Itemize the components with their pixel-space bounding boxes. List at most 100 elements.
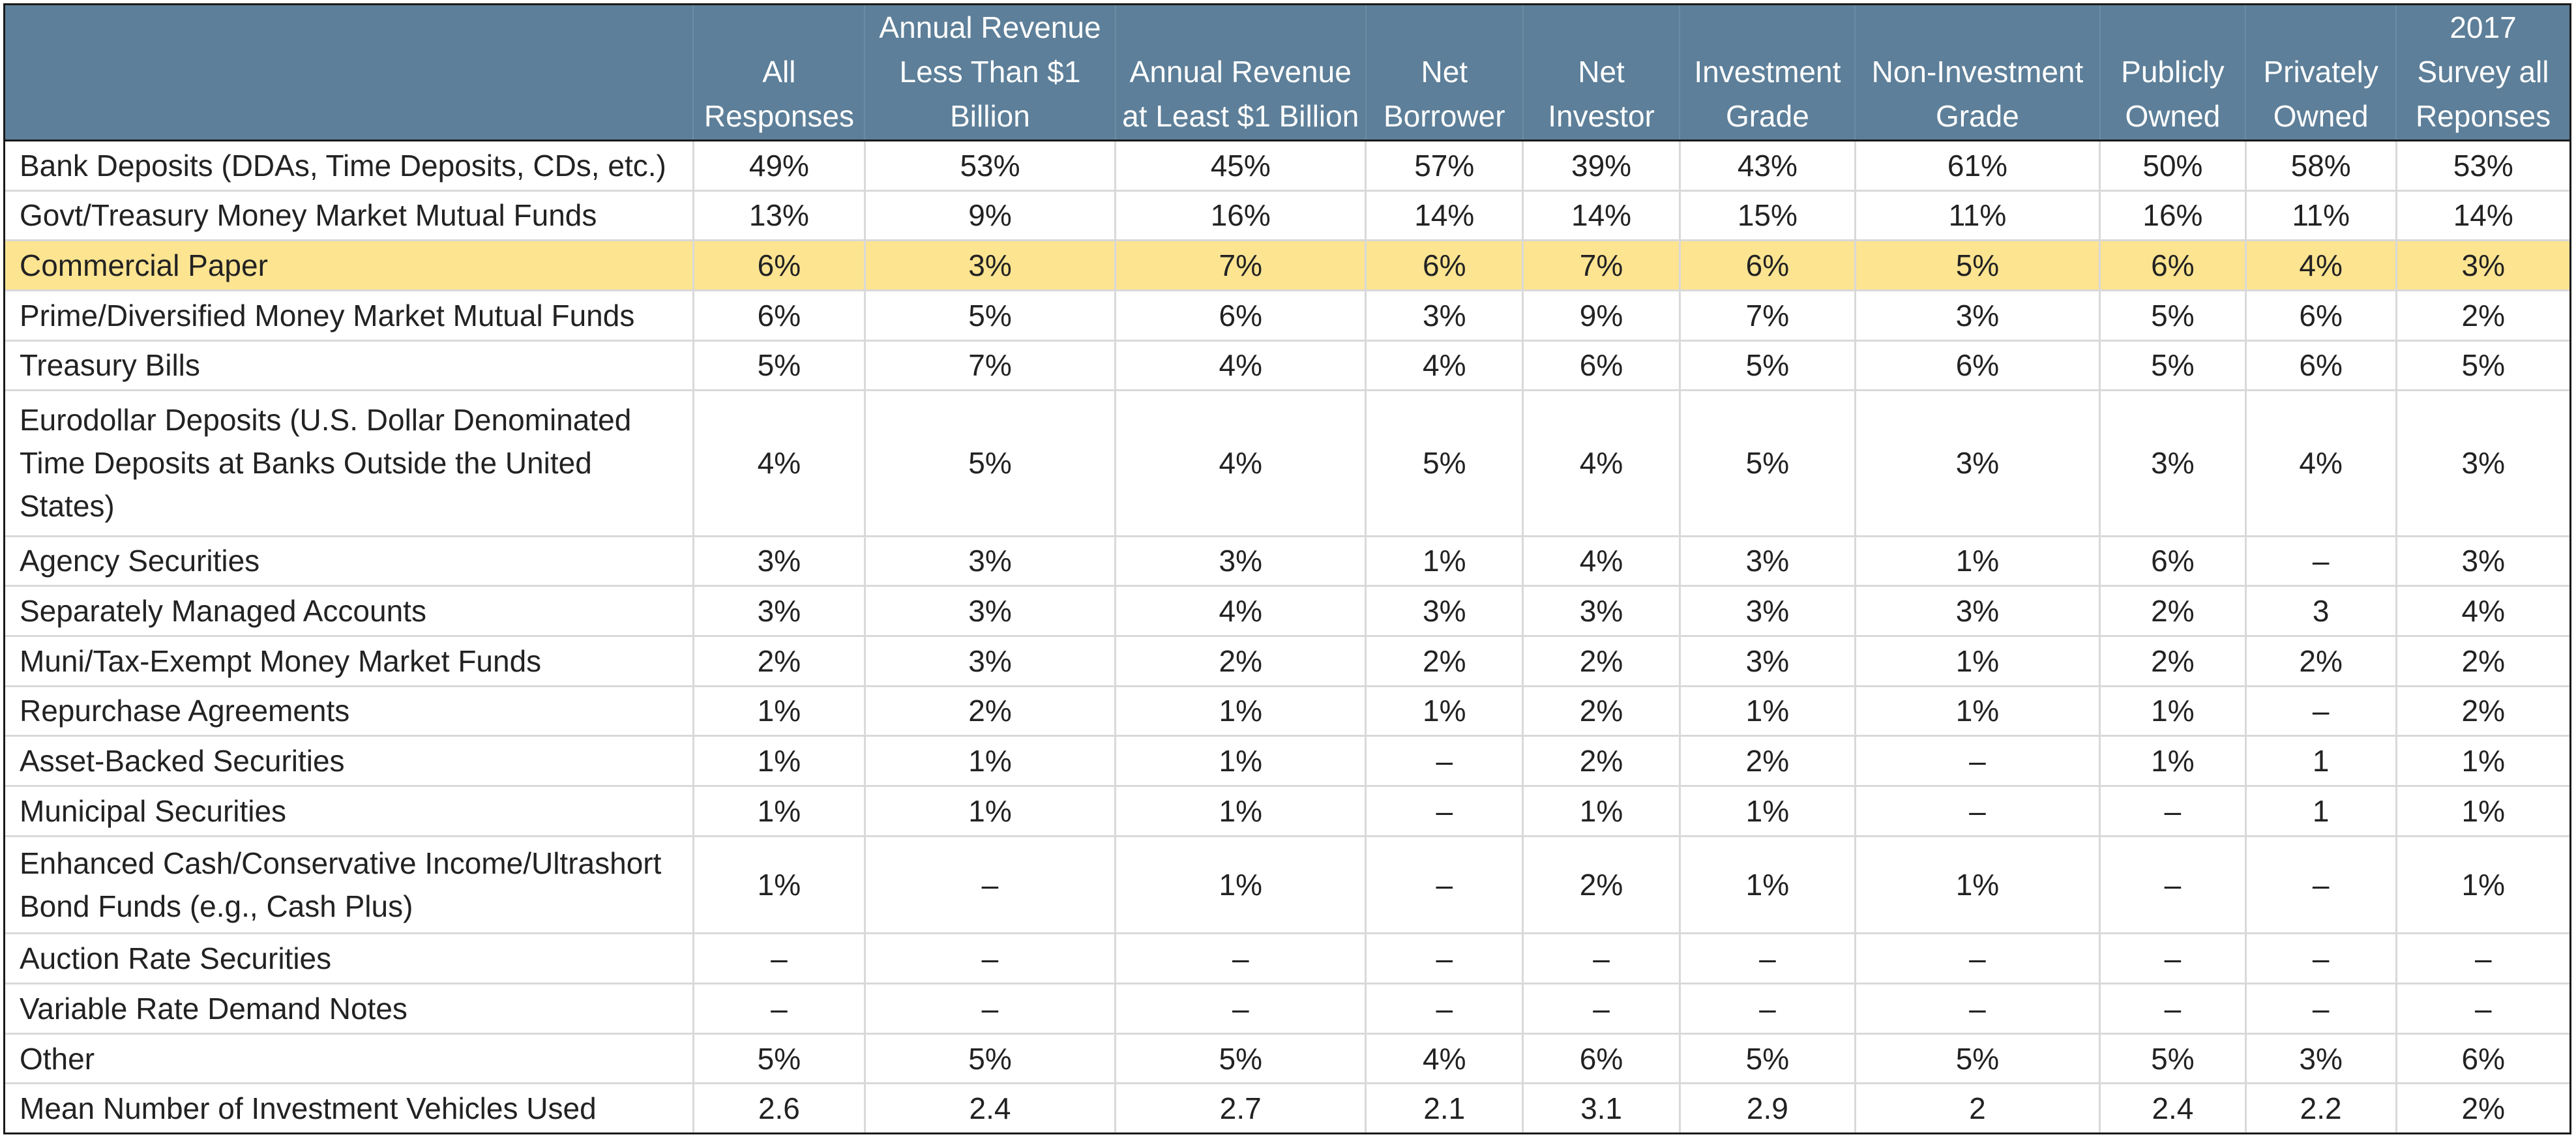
table-cell: – <box>2244 933 2397 985</box>
table-cell: 39% <box>1522 140 1680 192</box>
table-cell: 3% <box>1854 290 2100 342</box>
table-cell: 6% <box>2395 1033 2569 1085</box>
table-cell: 5% <box>863 290 1116 342</box>
table-cell: 3% <box>2395 240 2569 291</box>
table-cell: 1% <box>692 836 865 935</box>
table-cell: 3% <box>1678 636 1856 687</box>
table-cell: 2% <box>1522 636 1680 687</box>
column-header: Annual Revenue Less Than $1 Billion <box>864 5 1116 141</box>
table-cell: – <box>2395 933 2569 985</box>
table-cell: – <box>2099 836 2246 935</box>
table-body: Bank Deposits (DDAs, Time Deposits, CDs,… <box>5 140 2569 1132</box>
table-cell: 5% <box>1854 240 2100 291</box>
table-cell: 9% <box>863 190 1116 242</box>
table-cell: 4% <box>1114 585 1366 637</box>
table-cell: 1% <box>692 786 865 837</box>
table-cell: 14% <box>1522 190 1680 242</box>
table-cell: – <box>2244 536 2397 587</box>
table-cell: 6% <box>1522 340 1680 392</box>
table-cell: 7% <box>1678 290 1856 342</box>
table-frame: All Responses Annual Revenue Less Than $1… <box>3 3 2571 1134</box>
table-cell: 7% <box>1522 240 1680 291</box>
table-cell: – <box>1365 735 1523 787</box>
table-cell: 2% <box>692 636 865 687</box>
table-cell: 2% <box>2395 1083 2569 1132</box>
table-cell: 5% <box>863 1033 1116 1085</box>
table-cell: 2.4 <box>2099 1083 2246 1132</box>
table-row: Prime/Diversified Money Market Mutual Fu… <box>5 290 2569 342</box>
column-header: Publicly Owned <box>2099 5 2246 141</box>
table-cell: 6% <box>2244 340 2397 392</box>
table-cell: – <box>863 933 1116 985</box>
table-cell: 1% <box>863 786 1116 837</box>
column-header: Non-Investment Grade <box>1854 5 2100 141</box>
table-cell: 4% <box>1365 340 1523 392</box>
table-cell: 2.9 <box>1678 1083 1856 1132</box>
table-cell: – <box>1522 933 1680 985</box>
table-cell: 1% <box>1678 836 1856 935</box>
table-cell: 2.2 <box>2244 1083 2397 1132</box>
table-cell: 1% <box>1678 686 1856 737</box>
table-cell: 5% <box>1365 390 1523 537</box>
table-cell: 2% <box>2395 290 2569 342</box>
table-cell: 3% <box>1854 390 2100 537</box>
table-row: Asset-Backed Securities 1% 1% 1% –2% 2% –1% 1 1% <box>5 735 2569 787</box>
row-label: Other <box>5 1033 694 1085</box>
table-cell: 1% <box>1522 786 1680 837</box>
table-cell: 2% <box>2099 585 2246 637</box>
row-label: Agency Securities <box>5 536 694 587</box>
column-header: Net Borrower <box>1365 5 1523 141</box>
row-label: Bank Deposits (DDAs, Time Deposits, CDs,… <box>5 140 694 192</box>
table-cell: 5% <box>1678 390 1856 537</box>
table-cell: 3% <box>1365 585 1523 637</box>
table-cell: 6% <box>1522 1033 1680 1085</box>
table-cell: 5% <box>2099 340 2246 392</box>
column-header: Net Investor <box>1522 5 1680 141</box>
table-row: Variable Rate Demand Notes – – – – – – – – – – <box>5 983 2569 1035</box>
table-cell: 16% <box>1114 190 1366 242</box>
table-cell: 2% <box>1365 636 1523 687</box>
table-cell: 2% <box>1522 735 1680 787</box>
table-row: Commercial Paper 6% 3% 7% 6% 7% 6% 5% 6% 4% 3% <box>5 240 2569 291</box>
table-cell: 2% <box>1522 836 1680 935</box>
table-cell: – <box>1678 933 1856 985</box>
table-cell: 58% <box>2244 140 2397 192</box>
table-cell: 16% <box>2099 190 2246 242</box>
table-cell: – <box>2395 983 2569 1035</box>
table-cell: 2.1 <box>1365 1083 1523 1132</box>
table-cell: 1% <box>1365 686 1523 737</box>
row-label: Govt/Treasury Money Market Mutual Funds <box>5 190 694 242</box>
table-cell: 5% <box>1678 340 1856 392</box>
table-cell: – <box>1854 983 2100 1035</box>
table-cell: 5% <box>1854 1033 2100 1085</box>
table-cell: – <box>1854 786 2100 837</box>
table-cell: 14% <box>2395 190 2569 242</box>
table-cell: 1% <box>1678 786 1856 837</box>
table-cell: 2% <box>2395 686 2569 737</box>
row-label: Variable Rate Demand Notes <box>5 983 694 1035</box>
table-cell: 1% <box>1854 686 2100 737</box>
table-cell: 1% <box>2395 836 2569 935</box>
table-cell: 5% <box>692 1033 865 1085</box>
table-cell: 2% <box>2099 636 2246 687</box>
table-cell: – <box>863 983 1116 1035</box>
table-header: All Responses Annual Revenue Less Than $1… <box>5 5 2569 141</box>
table-cell: 5% <box>2099 290 2246 342</box>
table-cell: 1% <box>1114 836 1366 935</box>
column-header: Investment Grade <box>1679 5 1856 141</box>
table-row: Separately Managed Accounts 3% 3% 4% 3% 3% 3% 3… <box>5 585 2569 637</box>
table-cell: – <box>1365 983 1523 1035</box>
table-cell: 1% <box>2099 735 2246 787</box>
table-cell: 3% <box>1678 536 1856 587</box>
table-cell: 3% <box>1114 536 1366 587</box>
table-cell: 3% <box>2395 536 2569 587</box>
table-cell: 4% <box>1365 1033 1523 1085</box>
table-cell: 3% <box>1365 290 1523 342</box>
table-cell: – <box>2244 836 2397 935</box>
table-cell: 7% <box>1114 240 1366 291</box>
table-cell: 2% <box>2244 636 2397 687</box>
table-cell: 6% <box>1678 240 1856 291</box>
table-cell: 1% <box>1114 735 1366 787</box>
table-cell: – <box>1365 836 1523 935</box>
table-cell: 2% <box>2395 636 2569 687</box>
